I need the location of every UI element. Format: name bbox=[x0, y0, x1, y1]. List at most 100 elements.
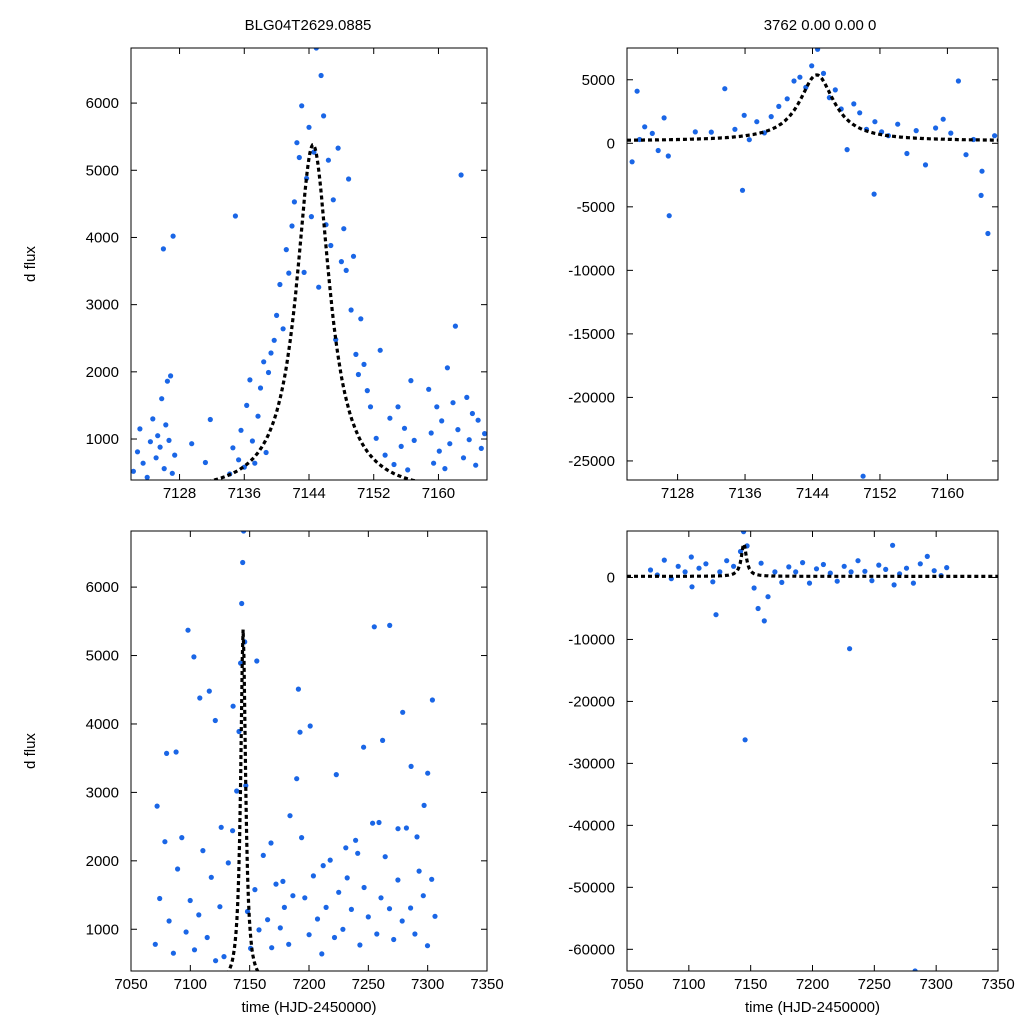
data-point bbox=[187, 897, 193, 904]
data-point bbox=[741, 531, 747, 535]
data-point bbox=[319, 951, 325, 957]
data-point bbox=[378, 895, 384, 901]
data-point bbox=[183, 929, 189, 935]
y-tick-label: -15000 bbox=[568, 326, 615, 343]
data-point bbox=[380, 737, 386, 744]
x-tick-label: 7150 bbox=[734, 976, 767, 993]
data-point bbox=[412, 931, 418, 937]
data-point bbox=[286, 270, 292, 276]
data-point bbox=[708, 129, 714, 135]
data-point bbox=[364, 388, 370, 394]
data-point bbox=[277, 281, 283, 288]
plot-frame bbox=[626, 47, 999, 481]
data-point bbox=[166, 918, 172, 924]
y-tick-label: 1000 bbox=[86, 921, 119, 938]
x-tick-label: 7100 bbox=[174, 976, 207, 993]
data-point bbox=[260, 852, 266, 859]
data-point bbox=[844, 147, 850, 153]
data-point bbox=[458, 172, 464, 178]
data-point bbox=[189, 441, 195, 447]
data-point bbox=[170, 233, 176, 239]
data-point bbox=[274, 312, 280, 318]
data-point bbox=[323, 904, 329, 911]
data-point bbox=[876, 562, 882, 568]
data-point bbox=[424, 943, 431, 949]
data-point bbox=[793, 569, 799, 575]
data-point bbox=[717, 569, 723, 575]
data-point bbox=[401, 425, 408, 431]
data-point bbox=[473, 462, 479, 468]
x-tick-label: 7300 bbox=[919, 976, 952, 993]
data-point bbox=[429, 697, 435, 703]
data-point bbox=[314, 916, 321, 922]
data-point bbox=[871, 191, 877, 197]
data-point bbox=[295, 686, 301, 692]
model-fit-curve bbox=[207, 143, 419, 480]
data-point bbox=[269, 945, 275, 951]
data-point bbox=[869, 578, 875, 584]
data-point bbox=[191, 947, 198, 953]
data-point bbox=[257, 385, 264, 391]
data-point bbox=[144, 474, 150, 480]
data-point bbox=[313, 48, 319, 51]
data-point bbox=[320, 863, 326, 869]
y-tick-label: 0 bbox=[607, 135, 615, 152]
data-point bbox=[217, 904, 223, 910]
data-point bbox=[230, 703, 236, 709]
y-tick-label: -10000 bbox=[568, 631, 615, 648]
y-tick-label: 5000 bbox=[86, 162, 119, 179]
data-point bbox=[649, 130, 655, 136]
data-point bbox=[820, 561, 827, 568]
data-point bbox=[848, 569, 854, 575]
x-tick-label: 7250 bbox=[352, 976, 385, 993]
data-point bbox=[291, 199, 297, 205]
data-point bbox=[335, 145, 341, 151]
data-point bbox=[398, 443, 404, 449]
data-point bbox=[442, 466, 448, 472]
data-point bbox=[355, 850, 361, 856]
data-point bbox=[482, 431, 487, 437]
data-point bbox=[208, 874, 214, 880]
data-point bbox=[420, 893, 426, 899]
x-tick-label: 7250 bbox=[858, 976, 891, 993]
data-point bbox=[137, 426, 143, 432]
data-point bbox=[175, 866, 181, 872]
data-point bbox=[922, 162, 929, 168]
data-point bbox=[758, 560, 764, 566]
data-point bbox=[283, 247, 289, 253]
data-point bbox=[336, 889, 342, 895]
data-point bbox=[665, 153, 671, 159]
data-point bbox=[741, 112, 747, 118]
data-point bbox=[655, 147, 661, 154]
y-tick-label: -40000 bbox=[568, 817, 615, 834]
data-point bbox=[299, 835, 305, 841]
data-point bbox=[772, 569, 778, 575]
data-point bbox=[742, 737, 748, 743]
data-point bbox=[168, 373, 174, 379]
data-point bbox=[832, 87, 838, 93]
data-point bbox=[374, 931, 380, 937]
data-point bbox=[815, 48, 821, 52]
data-point bbox=[346, 176, 352, 182]
data-point bbox=[343, 845, 349, 851]
panel-bottom-left: 7050 7100 7150 7200 7250 7300 7350 1000 2000 3000… bbox=[22, 530, 504, 1016]
data-point bbox=[436, 448, 442, 454]
data-point bbox=[629, 159, 635, 165]
data-point bbox=[281, 904, 287, 911]
data-point bbox=[277, 925, 283, 931]
data-point bbox=[910, 580, 917, 586]
data-point bbox=[395, 826, 401, 832]
data-point bbox=[239, 600, 245, 607]
data-point bbox=[244, 402, 250, 408]
title-left: BLG04T2629.0885 bbox=[245, 17, 372, 34]
y-tick-label: 0 bbox=[607, 569, 615, 586]
data-point bbox=[240, 559, 246, 566]
data-point bbox=[768, 114, 774, 120]
data-point bbox=[299, 103, 305, 109]
data-point bbox=[265, 917, 271, 923]
data-point bbox=[809, 63, 815, 69]
data-point bbox=[161, 466, 167, 472]
data-point bbox=[236, 457, 242, 463]
y-tick-label: 3000 bbox=[86, 784, 119, 801]
data-point bbox=[297, 729, 303, 735]
